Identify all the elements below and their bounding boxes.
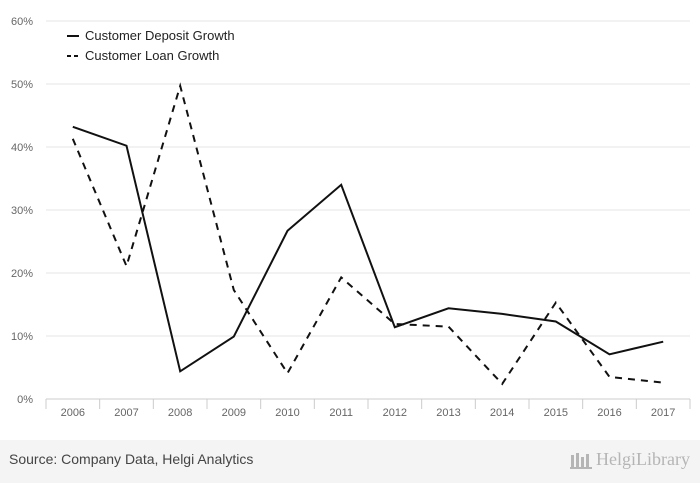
library-icon (570, 452, 593, 469)
x-tick-label: 2012 (383, 407, 407, 419)
customer-deposit-growth-line (72, 125, 664, 373)
brand-name: HelgiLibrary (596, 449, 690, 469)
x-tick-label: 2016 (597, 407, 621, 419)
customer-loan-growth-line (71, 82, 664, 386)
x-tick-label: 2007 (114, 407, 138, 419)
x-axis (45, 398, 691, 409)
y-tick-label: 20% (11, 268, 33, 280)
x-tick-label: 2006 (61, 407, 85, 419)
y-tick-label: 60% (11, 16, 33, 28)
brand-logo: HelgiLibrary (570, 449, 690, 470)
y-axis-tick-labels: 0% 10% 20% 30% 40% 50% 60% (11, 16, 33, 406)
y-tick-label: 0% (17, 394, 33, 406)
x-tick-label: 2008 (168, 407, 192, 419)
series-lines (71, 82, 664, 386)
grid-lines (46, 20, 690, 337)
legend-label: Customer Loan Growth (85, 48, 219, 63)
y-tick-label: 40% (11, 142, 33, 154)
x-tick-label: 2017 (651, 407, 675, 419)
chart-footer: Source: Company Data, Helgi Analytics He… (0, 440, 700, 483)
source-note: Source: Company Data, Helgi Analytics (9, 451, 254, 467)
x-tick-label: 2015 (544, 407, 568, 419)
x-axis-tick-labels: 2006 2007 2008 2009 2010 2011 2012 2013 2014 2015… (61, 407, 676, 419)
legend-label: Customer Deposit Growth (85, 28, 235, 43)
x-tick-label: 2014 (490, 407, 514, 419)
x-tick-label: 2011 (329, 407, 353, 419)
x-tick-label: 2010 (275, 407, 299, 419)
y-tick-label: 50% (11, 79, 33, 91)
y-tick-label: 10% (11, 331, 33, 343)
y-tick-label: 30% (11, 205, 33, 217)
legend: Customer Deposit Growth Customer Loan Gro… (67, 28, 235, 63)
x-tick-label: 2009 (222, 407, 246, 419)
x-tick-label: 2013 (436, 407, 460, 419)
line-chart: 0% 10% 20% 30% 40% 50% 60% 2006 2007 2008 2009 201… (11, 16, 691, 419)
